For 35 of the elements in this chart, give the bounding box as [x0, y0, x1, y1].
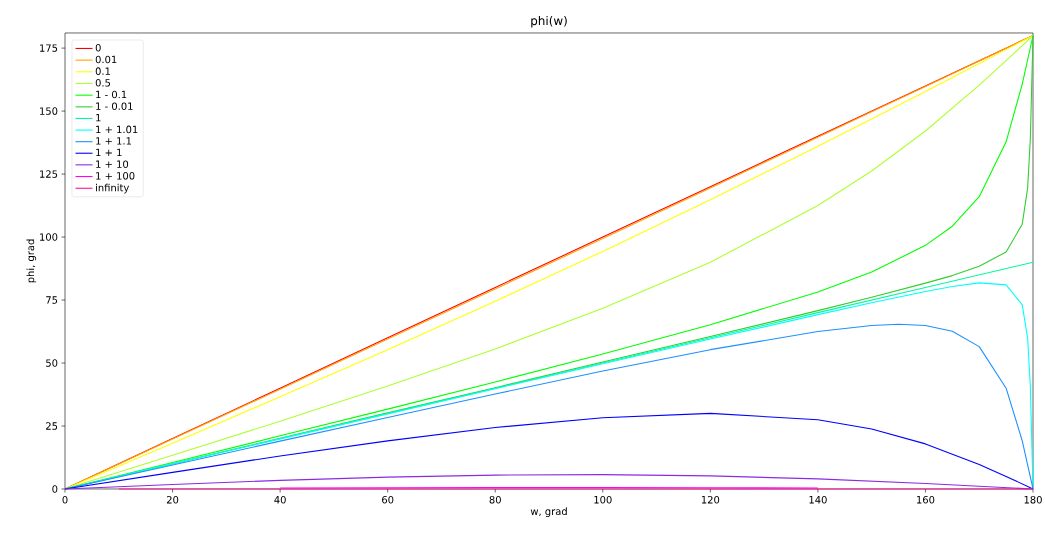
x-tick-label: 160 — [917, 495, 935, 504]
legend-label: 0.1 — [95, 67, 110, 75]
legend-label: 1 + 10 — [96, 160, 129, 168]
x-tick-label: 100 — [594, 495, 612, 504]
legend-label: 1 + 1 — [96, 148, 122, 157]
x-tick-label: 140 — [809, 495, 827, 504]
y-tick-label: 50 — [46, 359, 58, 367]
legend-label: 1 + 100 — [96, 172, 135, 180]
legend-label: 0 — [95, 44, 101, 52]
y-tick-label: 0 — [52, 485, 58, 493]
y-tick-label: 100 — [40, 233, 58, 241]
y-tick-label: 25 — [46, 422, 58, 430]
legend-label: 1 — [96, 114, 101, 122]
line-series — [64, 34, 1034, 490]
x-tick-label: 40 — [274, 495, 286, 504]
legend-label: 1 + 1.01 — [96, 125, 138, 134]
y-tick-label: 150 — [40, 107, 58, 115]
chart-title: phi(w) — [531, 15, 567, 28]
y-tick-label: 75 — [46, 296, 58, 304]
legend-label: infinity — [96, 183, 130, 194]
y-axis-title: phi, grad — [26, 239, 37, 283]
x-tick-label: 80 — [489, 495, 501, 504]
x-tick-label: 180 — [1024, 495, 1042, 504]
x-tick-label: 60 — [382, 495, 394, 504]
x-tick-label: 120 — [701, 495, 720, 504]
x-tick-label: 0 — [62, 495, 68, 504]
legend-label: 0.5 — [95, 79, 111, 87]
legend-label: 1 - 0.01 — [96, 102, 133, 110]
legend-label: 1 - 0.1 — [96, 90, 127, 99]
y-tick-label: 175 — [40, 44, 58, 52]
x-axis-title: w, grad — [530, 507, 567, 518]
x-tick-label: 20 — [166, 495, 179, 504]
legend-label: 0.01 — [95, 55, 117, 64]
legend-label: 1 + 1.1 — [96, 137, 132, 145]
y-tick-label: 125 — [40, 170, 58, 178]
